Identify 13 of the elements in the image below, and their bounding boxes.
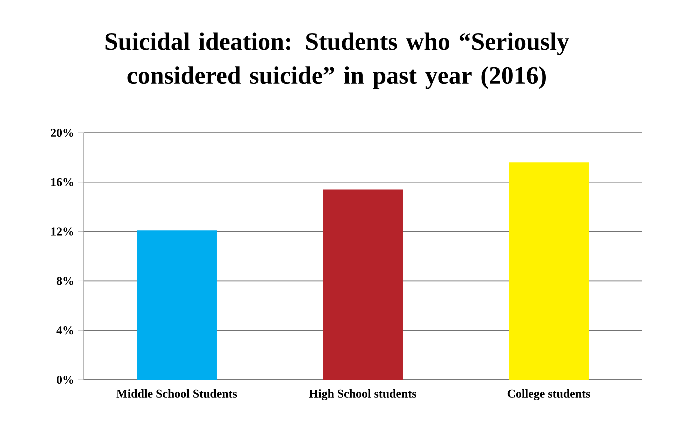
y-tick-label: 4% [56,326,74,335]
y-tick-label: 20% [51,128,74,138]
x-tick-label: College students [508,390,590,400]
x-tick-label: Middle School Students [116,390,238,398]
y-tick-label: 16% [52,178,74,186]
y-tick-label: 0% [57,376,74,384]
bar [137,230,217,380]
bar [323,190,403,380]
chart-title: Suicidal ideation: Students who “Seriously considered suicide” in past year (2016) [106,32,570,90]
y-tick-label: 12% [52,228,74,236]
x-tick-label: High School students [309,390,417,400]
y-tick-label: 8% [56,277,74,286]
bar [509,162,589,380]
